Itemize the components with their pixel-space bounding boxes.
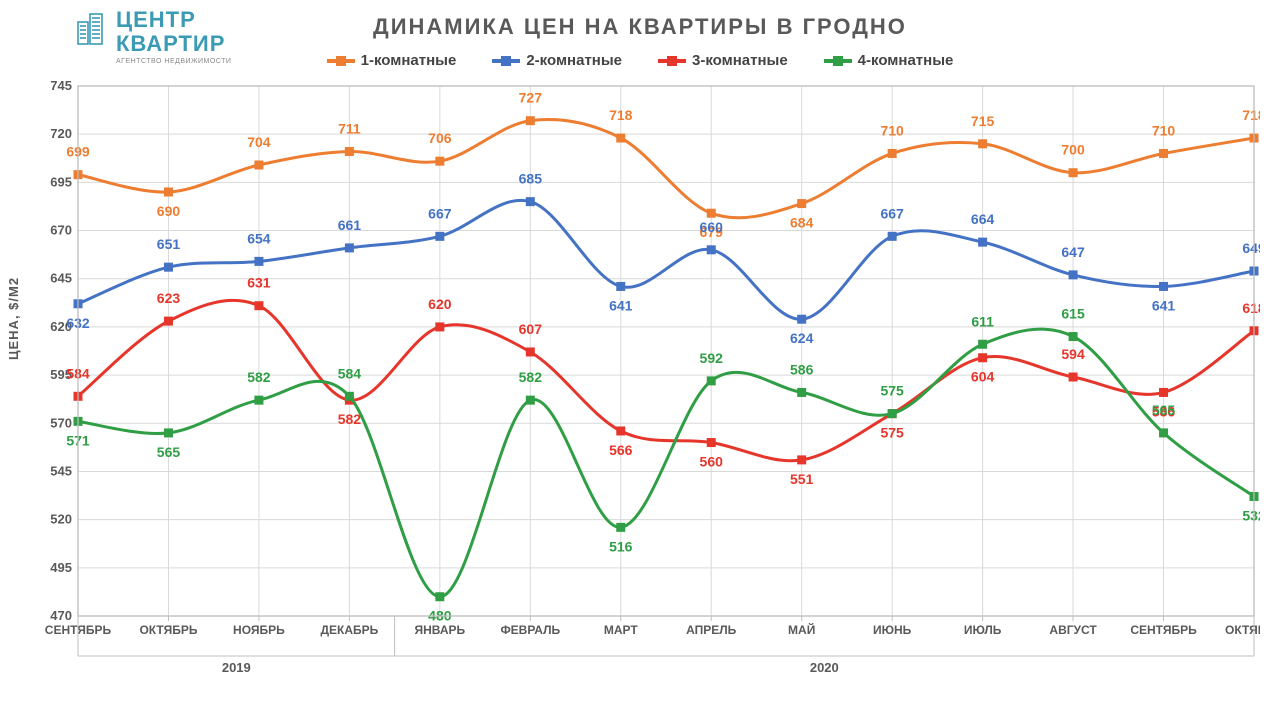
svg-text:ОКТЯБРЬ: ОКТЯБРЬ xyxy=(139,623,197,637)
svg-text:718: 718 xyxy=(609,107,633,123)
svg-text:715: 715 xyxy=(971,113,995,129)
legend-item: 2-комнатные xyxy=(492,52,622,69)
svg-text:565: 565 xyxy=(157,444,181,460)
svg-text:706: 706 xyxy=(428,130,452,146)
svg-text:АПРЕЛЬ: АПРЕЛЬ xyxy=(686,623,737,637)
svg-text:607: 607 xyxy=(519,321,543,337)
svg-text:ФЕВРАЛЬ: ФЕВРАЛЬ xyxy=(500,623,560,637)
svg-text:575: 575 xyxy=(880,383,904,399)
svg-text:685: 685 xyxy=(519,171,543,187)
svg-text:641: 641 xyxy=(609,297,633,313)
svg-text:611: 611 xyxy=(971,313,994,329)
svg-text:551: 551 xyxy=(790,471,814,487)
svg-text:ДЕКАБРЬ: ДЕКАБРЬ xyxy=(320,623,378,637)
svg-text:695: 695 xyxy=(50,174,72,189)
svg-text:582: 582 xyxy=(338,411,362,427)
svg-text:604: 604 xyxy=(971,369,995,385)
svg-text:690: 690 xyxy=(157,203,181,219)
svg-text:592: 592 xyxy=(700,350,724,366)
svg-text:586: 586 xyxy=(790,361,814,377)
svg-text:ОКТЯБРЬ: ОКТЯБРЬ xyxy=(1225,623,1260,637)
svg-text:МАРТ: МАРТ xyxy=(604,623,639,637)
svg-text:618: 618 xyxy=(1242,300,1260,316)
svg-text:582: 582 xyxy=(519,369,543,385)
svg-text:667: 667 xyxy=(880,205,904,221)
svg-text:2020: 2020 xyxy=(810,660,839,675)
svg-text:ЯНВАРЬ: ЯНВАРЬ xyxy=(415,623,466,637)
svg-text:565: 565 xyxy=(1152,402,1176,418)
legend-label: 1-комнатные xyxy=(361,52,457,69)
svg-text:649: 649 xyxy=(1242,240,1260,256)
svg-text:545: 545 xyxy=(50,463,72,478)
svg-text:620: 620 xyxy=(428,296,452,312)
svg-text:520: 520 xyxy=(50,512,72,527)
svg-text:624: 624 xyxy=(790,330,814,346)
svg-text:720: 720 xyxy=(50,126,72,141)
svg-text:660: 660 xyxy=(700,219,724,235)
legend-label: 3-комнатные xyxy=(692,52,788,69)
svg-text:623: 623 xyxy=(157,290,181,306)
svg-text:570: 570 xyxy=(50,415,72,430)
svg-text:470: 470 xyxy=(50,608,72,623)
svg-text:532: 532 xyxy=(1242,508,1260,524)
svg-text:НОЯБРЬ: НОЯБРЬ xyxy=(233,623,285,637)
svg-text:661: 661 xyxy=(338,217,362,233)
legend-item: 1-комнатные xyxy=(327,52,457,69)
svg-text:МАЙ: МАЙ xyxy=(788,622,815,637)
svg-text:495: 495 xyxy=(50,560,72,575)
svg-text:664: 664 xyxy=(971,211,995,227)
legend: 1-комнатные 2-комнатные 3-комнатные 4-комна… xyxy=(0,52,1280,69)
svg-text:700: 700 xyxy=(1061,142,1085,158)
svg-text:651: 651 xyxy=(157,236,181,252)
svg-text:670: 670 xyxy=(50,223,72,238)
svg-text:584: 584 xyxy=(338,365,362,381)
svg-text:710: 710 xyxy=(1152,122,1176,138)
svg-text:641: 641 xyxy=(1152,297,1176,313)
svg-text:560: 560 xyxy=(700,454,724,470)
svg-text:631: 631 xyxy=(247,275,271,291)
svg-text:615: 615 xyxy=(1061,306,1085,322)
svg-text:645: 645 xyxy=(50,271,72,286)
y-axis-label: ЦЕНА, $/М2 xyxy=(6,277,21,360)
svg-text:718: 718 xyxy=(1242,107,1260,123)
svg-text:710: 710 xyxy=(880,122,904,138)
svg-text:575: 575 xyxy=(880,425,904,441)
svg-text:516: 516 xyxy=(609,538,633,554)
svg-text:СЕНТЯБРЬ: СЕНТЯБРЬ xyxy=(1130,623,1197,637)
svg-text:745: 745 xyxy=(50,80,72,93)
chart-title: ДИНАМИКА ЦЕН НА КВАРТИРЫ В ГРОДНО xyxy=(0,14,1280,40)
svg-text:2019: 2019 xyxy=(222,660,251,675)
legend-item: 3-комнатные xyxy=(658,52,788,69)
legend-item: 4-комнатные xyxy=(824,52,954,69)
svg-text:654: 654 xyxy=(247,230,271,246)
svg-text:684: 684 xyxy=(790,215,814,231)
svg-text:711: 711 xyxy=(338,121,361,137)
svg-text:704: 704 xyxy=(247,134,271,150)
svg-text:667: 667 xyxy=(428,205,452,221)
svg-text:647: 647 xyxy=(1061,244,1085,260)
svg-text:АВГУСТ: АВГУСТ xyxy=(1049,623,1097,637)
svg-text:ИЮЛЬ: ИЮЛЬ xyxy=(964,623,1002,637)
svg-text:566: 566 xyxy=(609,442,633,458)
svg-text:594: 594 xyxy=(1061,346,1085,362)
svg-text:ИЮНЬ: ИЮНЬ xyxy=(873,623,912,637)
legend-label: 4-комнатные xyxy=(858,52,954,69)
svg-text:727: 727 xyxy=(519,90,543,106)
chart-area: 470495520545570595620645670695720745СЕНТ… xyxy=(30,80,1260,700)
legend-label: 2-комнатные xyxy=(526,52,622,69)
svg-text:582: 582 xyxy=(247,369,271,385)
